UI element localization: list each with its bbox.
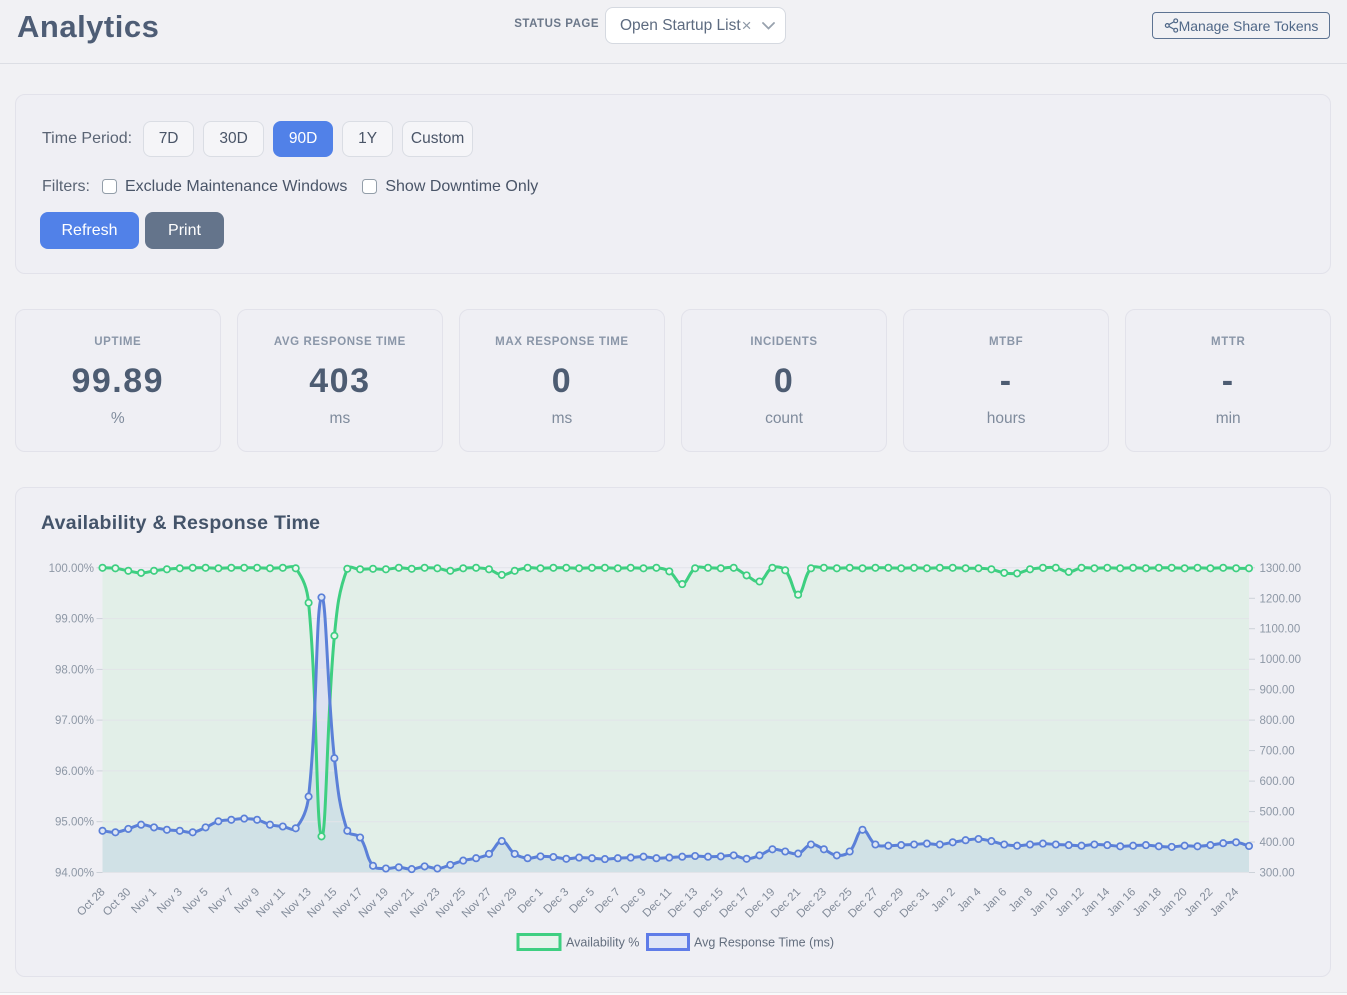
svg-text:Dec 3: Dec 3 xyxy=(542,886,572,916)
svg-text:400.00: 400.00 xyxy=(1260,837,1295,849)
svg-text:98.00%: 98.00% xyxy=(55,664,94,676)
svg-text:Oct 28: Oct 28 xyxy=(75,886,107,918)
svg-text:1000.00: 1000.00 xyxy=(1260,654,1302,666)
svg-text:Oct 30: Oct 30 xyxy=(101,886,133,918)
svg-text:500.00: 500.00 xyxy=(1260,807,1295,819)
svg-text:97.00%: 97.00% xyxy=(55,715,94,727)
svg-text:Nov 7: Nov 7 xyxy=(207,886,237,916)
svg-text:Dec 5: Dec 5 xyxy=(567,886,597,916)
svg-text:Jan 6: Jan 6 xyxy=(981,886,1009,914)
svg-text:1200.00: 1200.00 xyxy=(1260,593,1302,605)
svg-text:94.00%: 94.00% xyxy=(55,868,94,880)
svg-text:Jan 4: Jan 4 xyxy=(955,886,984,915)
svg-text:Nov 5: Nov 5 xyxy=(181,886,211,916)
svg-text:99.00%: 99.00% xyxy=(55,614,94,626)
svg-text:700.00: 700.00 xyxy=(1260,746,1295,758)
svg-text:800.00: 800.00 xyxy=(1260,715,1295,727)
svg-text:900.00: 900.00 xyxy=(1260,685,1295,697)
svg-text:96.00%: 96.00% xyxy=(55,766,94,778)
svg-text:Dec 1: Dec 1 xyxy=(516,886,546,916)
svg-text:1100.00: 1100.00 xyxy=(1260,624,1301,636)
svg-text:Nov 3: Nov 3 xyxy=(155,886,185,916)
svg-text:Dec 7: Dec 7 xyxy=(593,886,623,916)
svg-text:Avg Response Time (ms): Avg Response Time (ms) xyxy=(694,936,834,950)
svg-text:600.00: 600.00 xyxy=(1260,776,1295,788)
svg-text:95.00%: 95.00% xyxy=(55,817,94,829)
svg-text:Nov 1: Nov 1 xyxy=(129,886,159,916)
svg-text:300.00: 300.00 xyxy=(1260,868,1295,880)
svg-text:1300.00: 1300.00 xyxy=(1260,563,1302,575)
svg-text:Availability %: Availability % xyxy=(566,936,639,950)
svg-text:Jan 24: Jan 24 xyxy=(1208,886,1241,919)
svg-text:Jan 2: Jan 2 xyxy=(929,886,957,914)
svg-text:100.00%: 100.00% xyxy=(49,563,94,575)
